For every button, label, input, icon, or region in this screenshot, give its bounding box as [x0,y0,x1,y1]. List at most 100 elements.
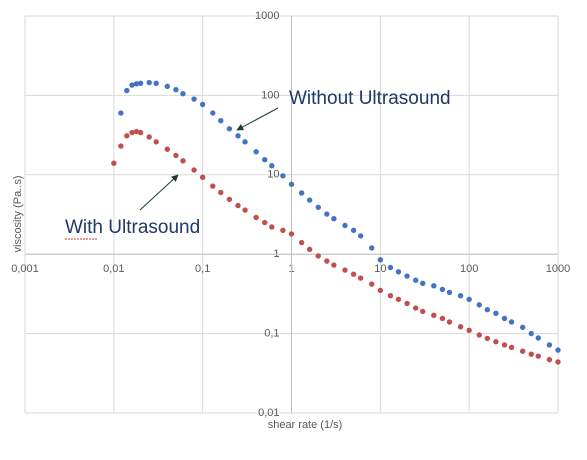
point [306,197,313,203]
point [357,275,364,281]
x-tick-label: 10 [374,263,386,275]
point [342,222,348,229]
point [133,81,140,87]
annotation: Without Ultrasound [289,88,451,109]
point [118,143,124,149]
point [446,289,453,296]
point [191,96,197,102]
point [129,82,135,88]
point [118,110,124,116]
point [288,231,295,237]
point [124,87,130,94]
x-axis-label: shear rate (1/s) [268,419,343,431]
y-tick-label: 1000 [255,10,279,22]
point [137,80,144,87]
point [528,330,534,337]
arrow [139,174,179,211]
point [535,335,541,341]
point [180,91,186,97]
point [146,79,152,86]
point [269,224,275,230]
point [493,310,499,317]
point [173,86,179,93]
point [555,359,561,365]
point [546,342,553,348]
point [124,133,130,139]
point [111,160,117,166]
point [218,189,224,196]
point [164,83,171,90]
point [218,118,224,124]
x-tick-label: 100 [460,263,478,275]
point [298,239,305,246]
point [164,146,171,152]
x-tick-label: 0,001 [11,263,39,275]
point [446,319,453,325]
point [501,342,508,348]
point [226,196,233,203]
point [519,348,526,354]
point [350,227,357,233]
point [508,319,515,325]
point [129,129,135,136]
point [395,269,402,275]
point [369,245,375,251]
point [404,273,410,279]
point [476,332,482,338]
arrow [236,107,279,131]
point [235,133,241,139]
x-tick-label: 1000 [546,263,570,275]
point [153,139,159,145]
point [199,101,206,108]
point [528,351,534,357]
point [476,302,482,308]
point [387,264,394,271]
point [357,233,364,239]
point [137,129,144,136]
point [306,246,313,253]
x-tick-label: 0,1 [195,263,210,275]
y-axis-label: viscosity (Pa..s) [12,175,24,252]
point [191,167,197,173]
point [210,110,216,116]
point [377,257,384,263]
point [466,296,472,303]
y-tick-label: 10 [267,169,279,181]
point [269,163,275,169]
point [331,262,337,268]
point [369,281,375,287]
point [519,324,526,331]
point [315,204,321,210]
point [555,347,561,353]
point [199,174,206,181]
point [431,312,437,319]
point [342,267,348,273]
point [153,80,159,87]
point [253,149,259,155]
point [493,339,499,345]
y-tick-label: 100 [261,89,279,101]
y-tick-label: 0,01 [258,407,279,419]
point [146,134,152,140]
point [242,139,248,145]
point [280,173,286,179]
point [226,126,233,132]
point [431,283,437,289]
point [546,356,553,363]
point [280,227,286,233]
point [298,190,305,196]
point [288,181,295,187]
point [412,305,419,311]
point [324,258,330,264]
point [412,277,419,283]
point [350,271,357,277]
point [501,315,508,322]
point [420,308,426,315]
x-tick-label: 0,01 [103,263,124,275]
point [262,156,268,163]
point [133,128,140,135]
point [508,344,515,351]
point [439,286,446,293]
